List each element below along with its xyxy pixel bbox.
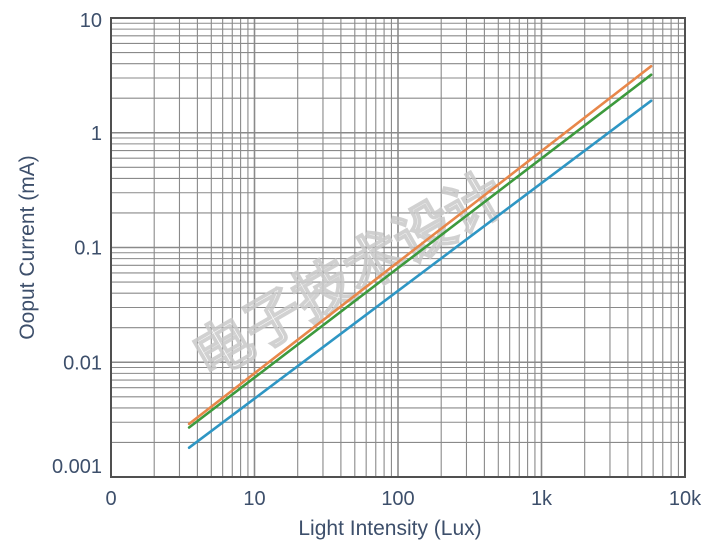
y-tick-label: 10: [80, 10, 102, 32]
x-tick-labels: 0 10 100 1k 10k: [105, 488, 702, 510]
series-group: [187, 64, 653, 450]
y-tick-labels: 0.001 0.01 0.1 1 10: [52, 10, 102, 478]
x-axis-title: Light Intensity (Lux): [298, 517, 481, 540]
plot-frame: [110, 17, 686, 478]
x-tick-label: 1k: [531, 488, 553, 510]
y-tick-label: 0.001: [52, 456, 102, 478]
x-tick-label: 100: [381, 488, 414, 510]
grid: [111, 18, 685, 477]
x-tick-label: 0: [105, 488, 116, 510]
series-line-1: [187, 64, 653, 426]
y-tick-label: 0.01: [63, 352, 102, 374]
series-line-3: [187, 99, 653, 450]
x-tick-label: 10: [243, 488, 265, 510]
y-axis-title: Ooput Current (mA): [16, 155, 39, 339]
y-tick-label: 1: [91, 123, 102, 145]
y-tick-label: 0.1: [74, 238, 102, 260]
series-line-2: [187, 73, 653, 429]
x-tick-label: 10k: [669, 488, 702, 510]
